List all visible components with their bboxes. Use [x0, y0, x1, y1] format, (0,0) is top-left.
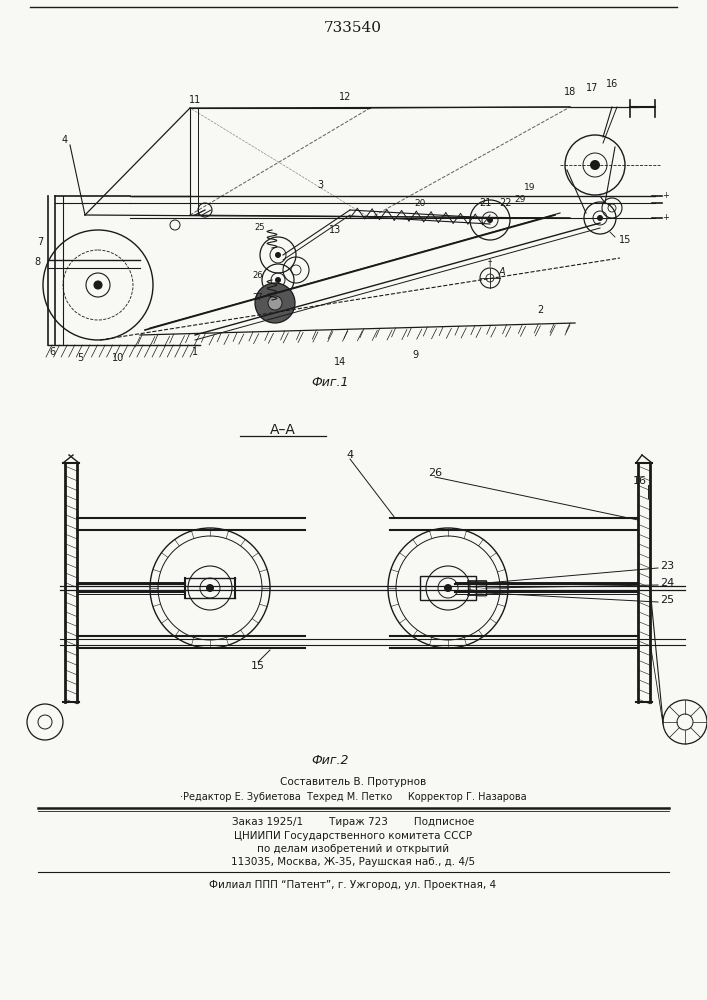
Text: +: +: [662, 190, 670, 200]
Text: 11: 11: [189, 95, 201, 105]
Text: 1: 1: [192, 347, 198, 357]
Text: 7: 7: [37, 237, 43, 247]
Text: 12: 12: [339, 92, 351, 102]
Text: 29: 29: [514, 196, 526, 205]
Text: 10: 10: [112, 353, 124, 363]
Text: Фиг.2: Фиг.2: [311, 754, 349, 766]
Text: 27: 27: [252, 294, 263, 302]
Text: 6: 6: [49, 347, 55, 357]
Text: ЦНИИПИ Государственного комитета СССР: ЦНИИПИ Государственного комитета СССР: [234, 831, 472, 841]
Text: 25: 25: [660, 595, 674, 605]
Text: 22: 22: [498, 198, 511, 208]
Circle shape: [590, 160, 600, 170]
Text: по делам изобретений и открытий: по делам изобретений и открытий: [257, 844, 449, 854]
Text: 18: 18: [564, 87, 576, 97]
Circle shape: [94, 281, 102, 289]
Text: 19: 19: [525, 184, 536, 192]
Text: 8: 8: [34, 257, 40, 267]
Circle shape: [275, 277, 281, 283]
Text: 21: 21: [479, 198, 491, 208]
Text: 25: 25: [255, 224, 265, 232]
Text: 3: 3: [317, 180, 323, 190]
Text: ·Редактор Е. Зубиетова  Техред М. Петко     Корректор Г. Назарова: ·Редактор Е. Зубиетова Техред М. Петко К…: [180, 792, 526, 802]
Text: 16: 16: [606, 79, 618, 89]
Circle shape: [597, 215, 603, 221]
Text: 20: 20: [414, 198, 426, 208]
Text: 113035, Москва, Ж-35, Раушская наб., д. 4/5: 113035, Москва, Ж-35, Раушская наб., д. …: [231, 857, 475, 867]
Text: Заказ 1925/1        Тираж 723        Подписное: Заказ 1925/1 Тираж 723 Подписное: [232, 817, 474, 827]
Text: †: †: [488, 258, 492, 267]
Text: 15: 15: [251, 661, 265, 671]
Circle shape: [268, 296, 282, 310]
Text: 13: 13: [329, 225, 341, 235]
Bar: [420, 576, 476, 600]
Text: Составитель В. Протурнов: Составитель В. Протурнов: [280, 777, 426, 787]
Text: 17: 17: [586, 83, 598, 93]
Text: 9: 9: [412, 350, 418, 360]
Text: A: A: [498, 267, 506, 277]
Text: 14: 14: [334, 357, 346, 367]
Text: 16: 16: [633, 476, 647, 486]
Text: 26: 26: [428, 468, 442, 478]
Text: 4: 4: [346, 450, 354, 460]
Text: 5: 5: [77, 353, 83, 363]
Circle shape: [487, 217, 493, 223]
Text: 4: 4: [62, 135, 68, 145]
Text: 23: 23: [660, 561, 674, 571]
Circle shape: [275, 252, 281, 258]
Text: 2: 2: [537, 305, 543, 315]
Text: Фиг.1: Фиг.1: [311, 375, 349, 388]
Text: +: +: [662, 214, 670, 223]
Circle shape: [206, 584, 214, 592]
Text: A–A: A–A: [270, 423, 296, 437]
Text: 26: 26: [252, 270, 263, 279]
Text: 24: 24: [660, 578, 674, 588]
Circle shape: [255, 283, 295, 323]
Text: Филиал ППП “Патент”, г. Ужгород, ул. Проектная, 4: Филиал ППП “Патент”, г. Ужгород, ул. Про…: [209, 880, 496, 890]
Text: 15: 15: [619, 235, 631, 245]
Text: 733540: 733540: [324, 21, 382, 35]
Circle shape: [444, 584, 452, 592]
